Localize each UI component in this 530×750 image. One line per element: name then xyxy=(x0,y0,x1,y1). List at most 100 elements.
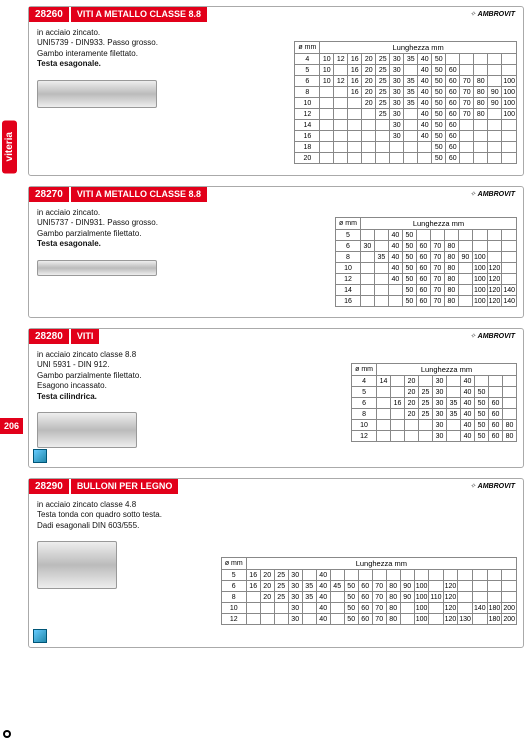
product-description: in acciaio zincato.UNI5737 - DIN931. Pas… xyxy=(29,206,229,254)
length-cell: 120 xyxy=(487,263,502,274)
length-cell xyxy=(400,603,414,614)
length-cell: 30 xyxy=(288,570,302,581)
length-cell: 180 xyxy=(487,614,502,625)
length-cell xyxy=(362,109,376,120)
length-cell xyxy=(414,570,429,581)
length-cell xyxy=(334,153,348,164)
product-image xyxy=(37,412,137,448)
length-cell: 120 xyxy=(487,285,502,296)
dimensions-table: ø mmLunghezza mm516202530406162025303540… xyxy=(221,557,517,625)
length-cell xyxy=(374,230,388,241)
length-cell: 60 xyxy=(416,241,430,252)
table-row: 6162025303540455060708090100120 xyxy=(221,581,516,592)
length-cell: 50 xyxy=(344,592,358,603)
length-cell xyxy=(447,387,461,398)
length-cell xyxy=(487,230,502,241)
length-cell: 45 xyxy=(330,581,344,592)
length-cell xyxy=(302,614,316,625)
length-cell: 16 xyxy=(246,570,260,581)
table-row: 1630405060 xyxy=(295,131,517,142)
diameter-cell: 5 xyxy=(221,570,246,581)
length-header: Lunghezza mm xyxy=(246,558,516,570)
length-cell: 100 xyxy=(472,285,487,296)
length-cell xyxy=(474,131,488,142)
length-cell xyxy=(348,142,362,153)
length-cell: 30 xyxy=(433,420,447,431)
diameter-cell: 18 xyxy=(295,142,320,153)
length-cell xyxy=(362,142,376,153)
length-cell: 70 xyxy=(460,98,474,109)
diameter-cell: 10 xyxy=(336,263,361,274)
length-cell: 30 xyxy=(390,98,404,109)
diameter-cell: 4 xyxy=(352,376,377,387)
table-row: 123040506080 xyxy=(352,431,517,442)
length-cell xyxy=(503,409,517,420)
diameter-header: ø mm xyxy=(336,218,361,230)
length-cell xyxy=(502,252,517,263)
length-cell: 80 xyxy=(386,614,400,625)
length-cell: 25 xyxy=(274,592,288,603)
length-cell: 20 xyxy=(405,398,419,409)
length-cell: 30 xyxy=(390,109,404,120)
main-content: 28260VITI A METALLO CLASSE 8.8✧ AMBROVIT… xyxy=(20,0,530,664)
length-cell: 60 xyxy=(358,614,372,625)
length-cell xyxy=(472,241,487,252)
length-cell xyxy=(429,581,443,592)
length-cell xyxy=(334,131,348,142)
length-cell: 60 xyxy=(489,409,503,420)
length-cell: 20 xyxy=(405,409,419,420)
product-title: VITI A METALLO CLASSE 8.8 xyxy=(71,7,207,22)
length-cell xyxy=(391,409,405,420)
length-cell xyxy=(418,142,432,153)
length-cell: 80 xyxy=(444,241,458,252)
length-cell: 120 xyxy=(443,592,458,603)
length-cell xyxy=(246,614,260,625)
length-cell: 35 xyxy=(404,98,418,109)
package-icon xyxy=(33,629,47,643)
table-row: 51620253040 xyxy=(221,570,516,581)
length-cell xyxy=(488,120,502,131)
length-cell xyxy=(246,603,260,614)
length-cell xyxy=(362,153,376,164)
length-cell xyxy=(472,614,487,625)
length-cell: 60 xyxy=(358,592,372,603)
length-cell: 20 xyxy=(405,387,419,398)
length-cell: 12 xyxy=(334,54,348,65)
table-row: 124050607080100120 xyxy=(336,274,517,285)
diameter-cell: 8 xyxy=(295,87,320,98)
length-cell xyxy=(362,120,376,131)
length-cell xyxy=(376,142,390,153)
length-cell xyxy=(488,153,502,164)
length-cell xyxy=(376,120,390,131)
length-cell: 50 xyxy=(402,263,416,274)
section-28260: 28260VITI A METALLO CLASSE 8.8✧ AMBROVIT… xyxy=(28,6,524,176)
length-cell xyxy=(458,285,472,296)
length-cell: 20 xyxy=(362,65,376,76)
diameter-header: ø mm xyxy=(352,364,377,376)
length-cell: 25 xyxy=(376,98,390,109)
length-cell xyxy=(488,131,502,142)
section-28280: 28280VITI✧ AMBROVITin acciaio zincato cl… xyxy=(28,328,524,468)
length-cell: 140 xyxy=(472,603,487,614)
length-cell: 35 xyxy=(302,581,316,592)
length-cell: 40 xyxy=(461,387,475,398)
length-cell: 16 xyxy=(391,398,405,409)
length-cell xyxy=(334,142,348,153)
table-row: 6304050607080 xyxy=(336,241,517,252)
length-cell: 30 xyxy=(390,87,404,98)
length-cell xyxy=(488,109,502,120)
length-cell: 40 xyxy=(418,120,432,131)
length-cell: 40 xyxy=(316,614,330,625)
length-cell xyxy=(374,285,388,296)
length-cell: 30 xyxy=(433,398,447,409)
diameter-cell: 5 xyxy=(352,387,377,398)
length-cell xyxy=(458,603,473,614)
length-cell xyxy=(360,252,374,263)
length-cell: 60 xyxy=(446,131,460,142)
length-cell: 10 xyxy=(320,76,334,87)
length-cell: 25 xyxy=(376,76,390,87)
length-cell xyxy=(502,230,517,241)
length-cell xyxy=(489,376,503,387)
table-row: 414203040 xyxy=(352,376,517,387)
length-cell: 60 xyxy=(446,142,460,153)
